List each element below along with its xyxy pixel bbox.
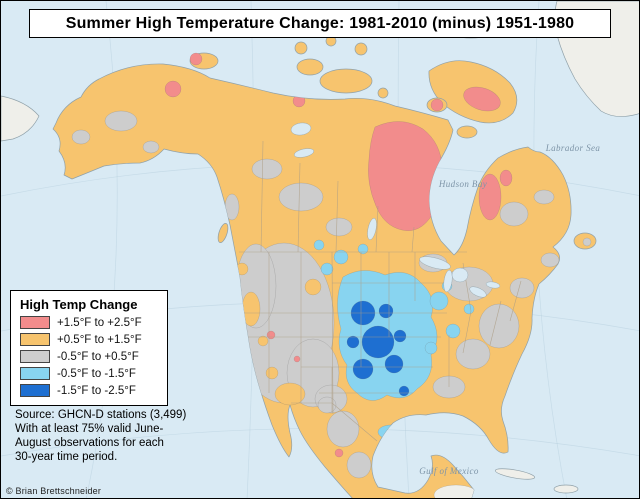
legend-item: -0.5°F to -1.5°F [20, 367, 158, 380]
legend-item: -1.5°F to -2.5°F [20, 384, 158, 397]
legend-item: +1.5°F to +2.5°F [20, 316, 158, 329]
source-note: Source: GHCN-D stations (3,499) With at … [15, 408, 186, 464]
source-line: Source: GHCN-D stations (3,499) [15, 409, 187, 421]
legend-item-label: +0.5°F to +1.5°F [57, 333, 142, 346]
legend-item-label: +1.5°F to +2.5°F [57, 316, 142, 329]
legend-swatch-neutral [20, 350, 50, 363]
legend-title: High Temp Change [20, 297, 138, 312]
legend-item-label: -1.5°F to -2.5°F [57, 384, 136, 397]
lakes [290, 122, 501, 298]
hispaniola [553, 484, 579, 494]
vancouver-island [217, 223, 229, 243]
warming-regions [164, 80, 513, 458]
source-line: With at least 75% valid June- [15, 423, 164, 435]
source-line: August observations for each [15, 437, 164, 449]
labrador-sea-label: Labrador Sea [545, 143, 601, 153]
newfoundland-gray-spot [582, 237, 592, 247]
map-title-text: Summer High Temperature Change: 1981-201… [65, 14, 575, 32]
legend-swatch-cool1 [20, 367, 50, 380]
copyright-credit: © Brian Brettschneider [6, 486, 102, 496]
legend-swatch-warm2 [20, 316, 50, 329]
legend-item-label: -0.5°F to -1.5°F [57, 367, 136, 380]
hudson-bay-label: Hudson Bay [438, 179, 487, 189]
legend-item: -0.5°F to +0.5°F [20, 350, 158, 363]
source-line: 30-year time period. [15, 451, 118, 463]
cuba [494, 468, 536, 480]
legend-item-label: -0.5°F to +0.5°F [57, 350, 139, 363]
map-title: Summer High Temperature Change: 1981-201… [29, 9, 611, 38]
legend-swatch-cool2 [20, 384, 50, 397]
legend-swatch-warm1 [20, 333, 50, 346]
legend-item: +0.5°F to +1.5°F [20, 333, 158, 346]
legend: High Temp Change +1.5°F to +2.5°F +0.5°F… [10, 290, 168, 406]
state-borders [239, 140, 522, 442]
siberia-edge [1, 95, 40, 142]
gulf-of-mexico-label: Gulf of Mexico [419, 466, 479, 476]
warm-patches-west [235, 262, 322, 406]
